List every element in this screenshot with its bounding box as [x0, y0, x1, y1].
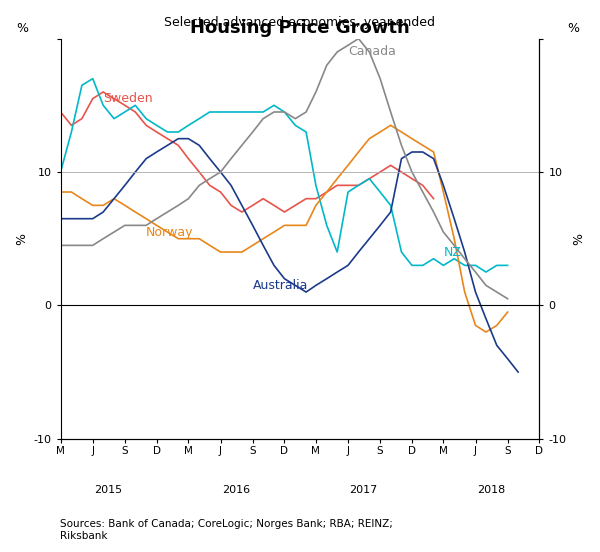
- Title: Housing Price Growth: Housing Price Growth: [190, 19, 410, 37]
- Text: Australia: Australia: [253, 279, 308, 292]
- Text: 2016: 2016: [222, 485, 250, 496]
- Text: Sources: Bank of Canada; CoreLogic; Norges Bank; RBA; REINZ;
Riksbank: Sources: Bank of Canada; CoreLogic; Norg…: [60, 519, 393, 541]
- Y-axis label: %: %: [572, 233, 585, 245]
- Text: %: %: [16, 22, 28, 35]
- Text: %: %: [567, 22, 579, 35]
- Text: 2017: 2017: [349, 485, 377, 496]
- Y-axis label: %: %: [15, 233, 28, 245]
- Text: Selected advanced economies, year-ended: Selected advanced economies, year-ended: [164, 15, 436, 29]
- Text: 2018: 2018: [477, 485, 505, 496]
- Text: NZ: NZ: [443, 246, 461, 258]
- Text: Canada: Canada: [348, 45, 396, 59]
- Text: 2015: 2015: [94, 485, 122, 496]
- Text: Sweden: Sweden: [103, 92, 153, 105]
- Text: Norway: Norway: [146, 226, 194, 238]
